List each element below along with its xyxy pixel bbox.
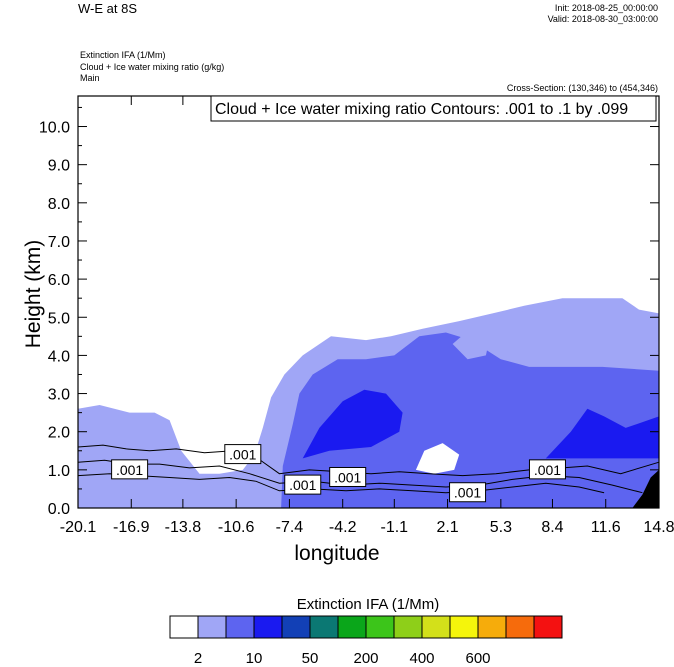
y-tick-label: 3.0 xyxy=(48,387,70,404)
extinction-gap-high xyxy=(452,332,490,360)
x-tick-label: -16.9 xyxy=(113,519,150,536)
contour-label-4: .001 xyxy=(334,469,361,485)
x-tick-label: -13.8 xyxy=(165,519,202,536)
contour-note-box: Cloud + Ice water mixing ratio Contours:… xyxy=(210,95,657,122)
plot-area: .001 .001 .001 .001 .001 .001 xyxy=(77,298,660,508)
contour-label-box-5 xyxy=(449,482,487,503)
y-tick-label: 2.0 xyxy=(48,425,70,442)
x-tick-label: -7.4 xyxy=(276,519,304,536)
field-name-mixing-ratio: Cloud + Ice water mixing ratio (g/kg) xyxy=(80,62,225,72)
colorbar-swatch-4 xyxy=(253,615,283,639)
contour-label-2: .001 xyxy=(229,447,256,463)
x-tick-label: 14.8 xyxy=(643,519,674,536)
colorbar-swatch-10 xyxy=(421,615,451,639)
plot-title: W-E at 8S xyxy=(78,1,138,16)
contour-line-3 xyxy=(77,473,605,494)
y-tick-label: 0.0 xyxy=(48,501,70,518)
contour-note: Cloud + Ice water mixing ratio Contours:… xyxy=(215,101,628,118)
y-tick-label: 5.0 xyxy=(48,310,70,327)
colorbar-label: 50 xyxy=(302,650,319,667)
y-tick-label: 4.0 xyxy=(48,348,70,365)
contour-label-3: .001 xyxy=(289,477,316,493)
colorbar-swatch-14 xyxy=(533,615,563,639)
x-tick-label: 11.6 xyxy=(591,519,621,536)
colorbar-swatch-12 xyxy=(477,615,507,639)
x-axis-label: longitude xyxy=(294,542,380,565)
field-name-extinction: Extinction IFA (1/Mm) xyxy=(80,50,166,60)
x-tick-label: -20.1 xyxy=(60,519,97,536)
x-tick-label: 5.3 xyxy=(490,519,512,536)
colorbar-swatch-11 xyxy=(449,615,479,639)
contour-label-6: .001 xyxy=(534,462,561,478)
colorbar-swatch-2 xyxy=(197,615,227,639)
y-tick-label: 8.0 xyxy=(48,196,70,213)
y-tick-label: 6.0 xyxy=(48,272,70,289)
init-time: Init: 2018-08-25_00:00:00 xyxy=(554,3,658,13)
contour-label-box-1 xyxy=(111,459,149,480)
colorbar: 2 10 50 200 400 600 xyxy=(169,615,563,667)
extinction-region-level-3-east xyxy=(545,408,659,459)
contour-label-box-3 xyxy=(284,474,322,495)
colorbar-swatch-8 xyxy=(365,615,395,639)
extinction-gap-low xyxy=(415,443,460,474)
contour-note-frame xyxy=(210,95,657,122)
valid-time: Valid: 2018-08-30_03:00:00 xyxy=(547,14,658,24)
y-tick-label: 10.0 xyxy=(39,120,70,137)
colorbar-label: 10 xyxy=(246,650,263,667)
y-tick-label: 9.0 xyxy=(48,158,70,175)
y-tick-label: 7.0 xyxy=(48,234,70,251)
x-tick-label: -4.2 xyxy=(329,519,357,536)
contour-label-1: .001 xyxy=(116,462,143,478)
colorbar-label: 600 xyxy=(465,650,490,667)
contour-label-box-6 xyxy=(528,459,566,480)
colorbar-label: 200 xyxy=(353,650,378,667)
y-axis-label: Height (km) xyxy=(22,239,45,349)
colorbar-swatch-13 xyxy=(505,615,535,639)
colorbar-title: Extinction IFA (1/Mm) xyxy=(296,596,440,613)
colorbar-swatch-7 xyxy=(337,615,367,639)
contour-label-5: .001 xyxy=(454,485,481,501)
colorbar-label: 400 xyxy=(409,650,434,667)
contour-label-box-2 xyxy=(224,444,262,465)
x-tick-label: -10.6 xyxy=(218,519,255,536)
colorbar-swatch-5 xyxy=(281,615,311,639)
colorbar-swatch-1 xyxy=(169,615,199,639)
x-tick-label: -1.1 xyxy=(381,519,409,536)
cross-section-label: Cross-Section: (130,346) to (454,346) xyxy=(506,83,658,93)
terrain xyxy=(632,469,659,508)
colorbar-swatch-9 xyxy=(393,615,423,639)
x-tick-label: 2.1 xyxy=(436,519,458,536)
colorbar-label: 2 xyxy=(194,650,202,667)
contour-label-box-4 xyxy=(329,466,367,487)
y-tick-label: 1.0 xyxy=(48,463,70,480)
extinction-region-level-3 xyxy=(302,389,403,459)
x-tick-label: 8.4 xyxy=(541,519,563,536)
colorbar-swatch-3 xyxy=(225,615,255,639)
axes: 0.01.02.03.04.05.06.07.08.09.010.0-20.1-… xyxy=(39,95,674,536)
field-name-domain: Main xyxy=(80,73,100,83)
colorbar-swatch-6 xyxy=(309,615,339,639)
